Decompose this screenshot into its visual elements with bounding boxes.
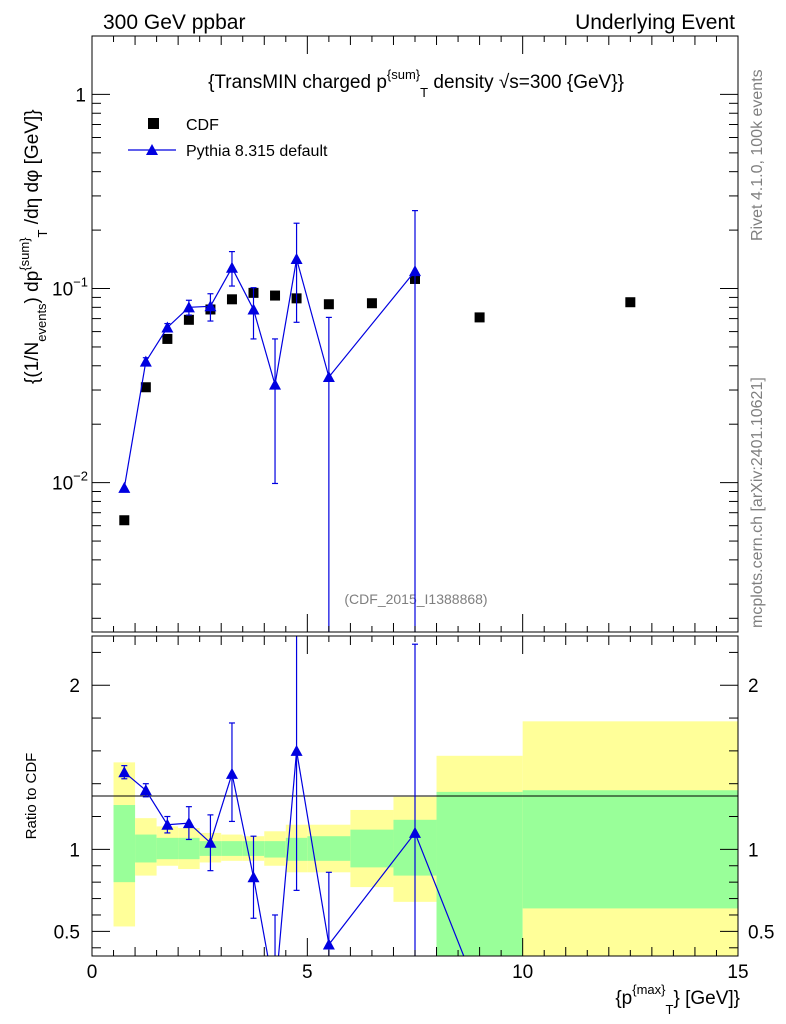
title-sub: T (420, 85, 428, 100)
main-ytick-label: 10−1 (52, 275, 88, 301)
watermark: (CDF_2015_I1388868) (344, 591, 487, 607)
pythia-point (247, 303, 260, 315)
pythia-line (123, 258, 416, 488)
ratio-point (322, 938, 335, 950)
cdf-point (474, 312, 485, 323)
xlabel-sub: T (666, 1002, 674, 1017)
header-left: 300 GeV ppbar (103, 11, 245, 34)
title-sup: {sum} (387, 67, 421, 82)
main-ytick-label: 10−2 (52, 469, 88, 495)
legend-label-cdf: CDF (186, 117, 219, 134)
ratio-ylabel: Ratio to CDF (23, 753, 40, 840)
ratio-xtick-label: 0 (87, 962, 98, 983)
ratio-xlabel: {p{max}T} [GeV]} (615, 982, 740, 1017)
legend-marker-pythia (146, 144, 158, 155)
ratio-ytick-label: 2 (69, 676, 80, 697)
pythia-point (204, 300, 217, 312)
ylabel-d: {sum} (17, 237, 32, 271)
main-ytick-label: 1 (75, 85, 86, 106)
ratio-point (269, 990, 281, 1001)
ylabel-f: /dη dφ [GeV]} (22, 109, 43, 229)
legend: CDF Pythia 8.315 default (128, 117, 328, 160)
ratio-point (118, 766, 131, 778)
main-axes: 10−2 10−1 1 (52, 35, 739, 632)
ratio-series (118, 636, 465, 1001)
ratio-xtick-label: 5 (302, 962, 313, 983)
legend-label-pythia: Pythia 8.315 default (186, 143, 328, 160)
ratio-ytick-label: 0.5 (54, 922, 80, 943)
pythia-point (269, 378, 282, 390)
main-title: {TransMIN charged p{sum} T density √s=300… (208, 67, 624, 100)
ratio-band-green (135, 834, 157, 863)
side-text-top: Rivet 4.1.0, 100k events (749, 69, 766, 241)
xlabel-sup: {max} (632, 982, 666, 997)
ylabel-b: events (34, 303, 49, 342)
cdf-point (162, 333, 173, 344)
ratio-ytick-label-right: 1 (748, 840, 759, 861)
main-ylabel: {(1/Nevents) dp{sum}T /dη dφ [GeV]} (17, 109, 50, 384)
ratio-xtick-label: 15 (727, 962, 748, 983)
main-panel: (CDF_2015_I1388868) 10−2 10−1 1 {TransMIN … (17, 35, 739, 633)
pythia-point (139, 355, 152, 367)
pythia-point (225, 261, 238, 273)
ratio-band-green (264, 841, 286, 858)
ratio-point (225, 767, 238, 779)
ratio-band-green (156, 837, 179, 860)
xlabel-rest: } [GeV]} (673, 988, 740, 1009)
ratio-data-group (118, 636, 465, 1001)
ratio-point (139, 784, 152, 796)
title-rest: density √s=300 {GeV}} (428, 72, 624, 93)
pythia-point (118, 481, 131, 493)
ratio-point (409, 826, 421, 838)
cdf-point (323, 299, 334, 310)
ratio-band-green (113, 805, 136, 883)
ratio-xtick-label: 10 (512, 962, 533, 983)
ratio-band-green (221, 841, 243, 856)
ratio-panel: 0.5 0.5 1 1 2 2 0 5 10 15 Ratio to CDF {p{max}T} … (23, 635, 774, 1017)
pythia-point (409, 265, 421, 277)
cdf-point (183, 314, 194, 325)
ratio-band-green (350, 829, 394, 868)
ratio-bands (113, 721, 738, 956)
title-main: {TransMIN charged p (208, 72, 387, 93)
ylabel-a: {(1/N (22, 342, 43, 384)
ylabel-c: ) dp (22, 271, 43, 304)
cdf-point (270, 290, 281, 301)
ratio-axes: 0.5 0.5 1 1 2 2 0 5 10 15 (54, 636, 774, 983)
ratio-point (247, 871, 260, 883)
header-right: Underlying Event (575, 11, 735, 34)
pythia-point (182, 301, 195, 313)
ratio-line (123, 750, 465, 956)
pythia-point (322, 371, 335, 383)
cdf-point (140, 382, 151, 393)
xlabel-main: {p (615, 988, 632, 1009)
cdf-point (625, 297, 636, 308)
side-text-bottom: mcplots.cern.ch [arXiv:2401.10621] (749, 377, 766, 628)
ratio-point (290, 744, 303, 756)
ratio-band-green (178, 837, 200, 860)
cdf-point (366, 298, 377, 309)
ratio-band-green (436, 791, 523, 956)
ratio-band-green (522, 790, 738, 909)
ratio-point (161, 818, 174, 830)
ylabel-e: T (35, 229, 50, 237)
ratio-point (182, 817, 195, 829)
ratio-ytick-label: 1 (69, 840, 80, 861)
ratio-ytick-label-right: 0.5 (748, 922, 774, 943)
ratio-ytick-label-right: 2 (748, 676, 759, 697)
cdf-point (226, 294, 237, 305)
pythia-point (161, 321, 174, 333)
cdf-point (119, 515, 130, 526)
main-data-group (118, 210, 636, 632)
pythia-point (290, 252, 303, 264)
ratio-point (204, 836, 217, 848)
legend-marker-cdf (148, 118, 159, 129)
